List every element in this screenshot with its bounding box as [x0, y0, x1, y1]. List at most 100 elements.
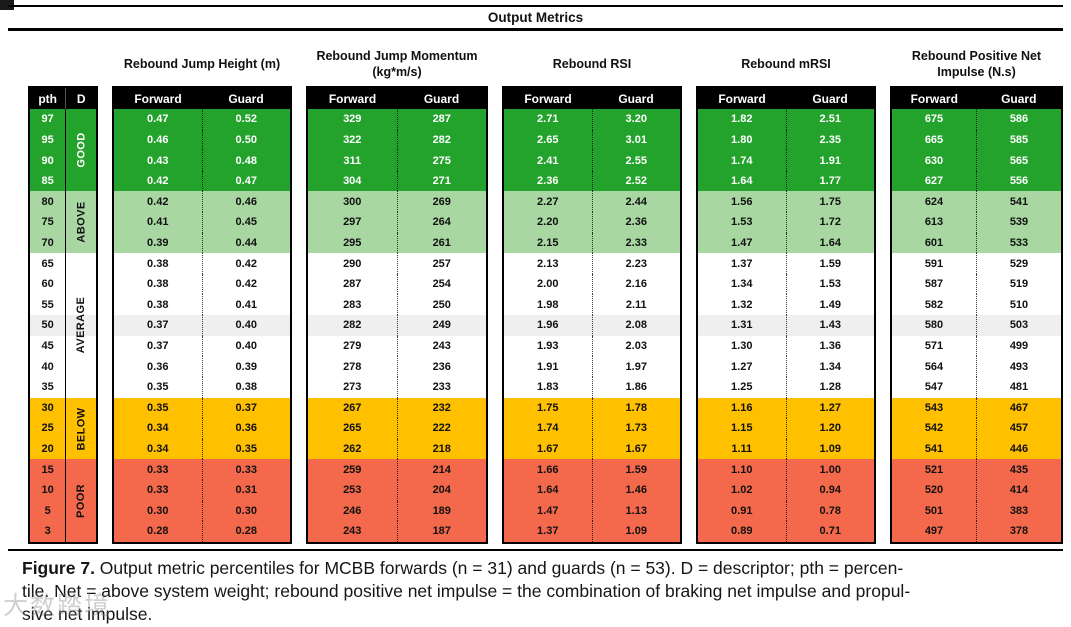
metric-header-row: Forward Guard: [308, 88, 486, 109]
table-row: 295 261: [308, 232, 486, 254]
table-row: 1.96 2.08: [504, 315, 680, 336]
guard-value-cell: 493: [1009, 360, 1029, 373]
guard-value-cell: 0.38: [235, 381, 257, 394]
table-row: 290 257: [308, 253, 486, 274]
guard-value-cell: 233: [432, 381, 451, 394]
metric-group-label: Rebound RSI: [552, 57, 632, 72]
metric-header-row: Forward Guard: [114, 88, 290, 109]
guard-value-cell: 264: [432, 216, 451, 229]
forward-value-cell: 501: [892, 500, 977, 522]
forward-value-cell: 0.33: [114, 459, 203, 480]
descriptor-label: BELOW: [66, 398, 96, 460]
metric-rows: 2.71 3.20 2.65 3.01 2.41 2.55 2.36 2.52 2.27 2.44…: [504, 109, 680, 542]
table-row: 278 236: [308, 356, 486, 377]
guard-value-cell: 1.49: [819, 298, 841, 311]
guard-value-cell: 0.48: [235, 154, 257, 167]
percentile-cell: 70: [30, 232, 66, 254]
percentile-descriptor-block: pth D 97 95 90 85 80 75 70 65 60 55 50 45 40 35 30 25 20…: [28, 44, 98, 544]
forward-value-cell: 497: [892, 521, 977, 542]
forward-value-cell: 1.25: [698, 376, 787, 398]
guard-value-cell: 0.35: [235, 443, 257, 456]
forward-value-cell: 2.71: [504, 109, 593, 130]
guard-value-cell: 269: [432, 195, 451, 208]
percentile-cell: 30: [30, 397, 66, 419]
table-row: 0.34 0.36: [114, 418, 290, 439]
guard-value-cell: 0.78: [819, 504, 841, 517]
forward-value-cell: 1.80: [698, 129, 787, 151]
forward-column-header: Forward: [910, 91, 958, 106]
guard-value-cell: 1.73: [625, 422, 647, 435]
guard-value-cell: 214: [432, 463, 451, 476]
guard-value-cell: 1.20: [819, 422, 841, 435]
descriptor-label-text: ABOVE: [75, 201, 88, 243]
forward-value-cell: 2.65: [504, 129, 593, 151]
metric-block: Rebound Jump Height (m) Forward Guard 0.…: [112, 44, 292, 544]
guard-value-cell: 556: [1009, 175, 1029, 188]
table-row: 1.16 1.27: [698, 397, 874, 419]
forward-value-cell: 0.41: [114, 212, 203, 233]
forward-value-cell: 2.27: [504, 191, 593, 213]
guard-column-header: Guard: [618, 91, 654, 106]
forward-value-cell: 675: [892, 109, 977, 130]
table-row: 329 287: [308, 109, 486, 130]
descriptor-stripe: [66, 191, 96, 213]
forward-value-cell: 665: [892, 129, 977, 151]
guard-value-cell: 2.16: [625, 278, 647, 291]
table-title: Output Metrics: [487, 10, 584, 25]
pth-column-header: pth: [30, 88, 67, 109]
table-row: 1.80 2.35: [698, 129, 874, 151]
guard-value-cell: 457: [1009, 422, 1029, 435]
metric-group-label: Rebound Positive Net Impulse (N.s): [911, 49, 1042, 79]
forward-value-cell: 1.10: [698, 459, 787, 480]
guard-value-cell: 2.11: [625, 298, 647, 311]
percentile-cell: 5: [30, 500, 66, 522]
metric-block: Rebound RSI Forward Guard 2.71 3.20 2.65 3.…: [502, 44, 682, 544]
guard-value-cell: 1.34: [819, 360, 841, 373]
descriptor-stripe: [66, 335, 96, 357]
guard-value-cell: 2.55: [625, 154, 647, 167]
guard-value-cell: 1.36: [819, 340, 841, 352]
forward-value-cell: 1.64: [698, 170, 787, 192]
forward-value-cell: 542: [892, 418, 977, 439]
guard-value-cell: 467: [1009, 401, 1029, 414]
table-row: 1.74 1.73: [504, 418, 680, 439]
forward-value-cell: 1.31: [698, 315, 787, 336]
forward-value-cell: 1.74: [698, 150, 787, 171]
table-row: 2.65 3.01: [504, 129, 680, 151]
forward-column-header: Forward: [524, 91, 572, 106]
table-row: 1.64 1.46: [504, 479, 680, 501]
percentile-cell: 45: [30, 335, 66, 357]
metric-header-row: Forward Guard: [892, 88, 1061, 109]
forward-value-cell: 273: [308, 376, 398, 398]
table-row: 1.83 1.86: [504, 376, 680, 398]
guard-value-cell: 243: [432, 340, 451, 352]
forward-value-cell: 630: [892, 150, 977, 171]
caption-line: Figure 7. Output metric percentiles for …: [22, 557, 1059, 580]
table-row: 591 529: [892, 253, 1061, 274]
table-row: 1.53 1.72: [698, 212, 874, 233]
table-row: 520 414: [892, 479, 1061, 501]
forward-value-cell: 547: [892, 376, 977, 398]
guard-value-cell: 0.52: [235, 113, 257, 126]
guard-value-cell: 533: [1009, 236, 1029, 249]
table-row: 0.37 0.40: [114, 335, 290, 357]
forward-value-cell: 564: [892, 356, 977, 377]
percentile-cell: 90: [30, 150, 66, 171]
guard-value-cell: 0.44: [235, 236, 257, 249]
guard-value-cell: 271: [432, 175, 451, 188]
percentile-cell: 80: [30, 191, 66, 213]
table-row: 282 249: [308, 315, 486, 336]
guard-value-cell: 0.33: [235, 463, 257, 476]
table-row: 322 282: [308, 129, 486, 151]
table-row: 1.47 1.13: [504, 500, 680, 522]
table-row: 0.37 0.40: [114, 315, 290, 336]
forward-value-cell: 1.32: [698, 294, 787, 316]
guard-value-cell: 249: [432, 319, 451, 332]
forward-value-cell: 283: [308, 294, 398, 316]
table-row: 1.82 2.51: [698, 109, 874, 130]
table-row: 547 481: [892, 376, 1061, 398]
table-row: 501 383: [892, 500, 1061, 522]
table-row: 2.00 2.16: [504, 273, 680, 295]
guard-value-cell: 2.23: [625, 257, 647, 270]
guard-value-cell: 2.35: [819, 133, 841, 146]
